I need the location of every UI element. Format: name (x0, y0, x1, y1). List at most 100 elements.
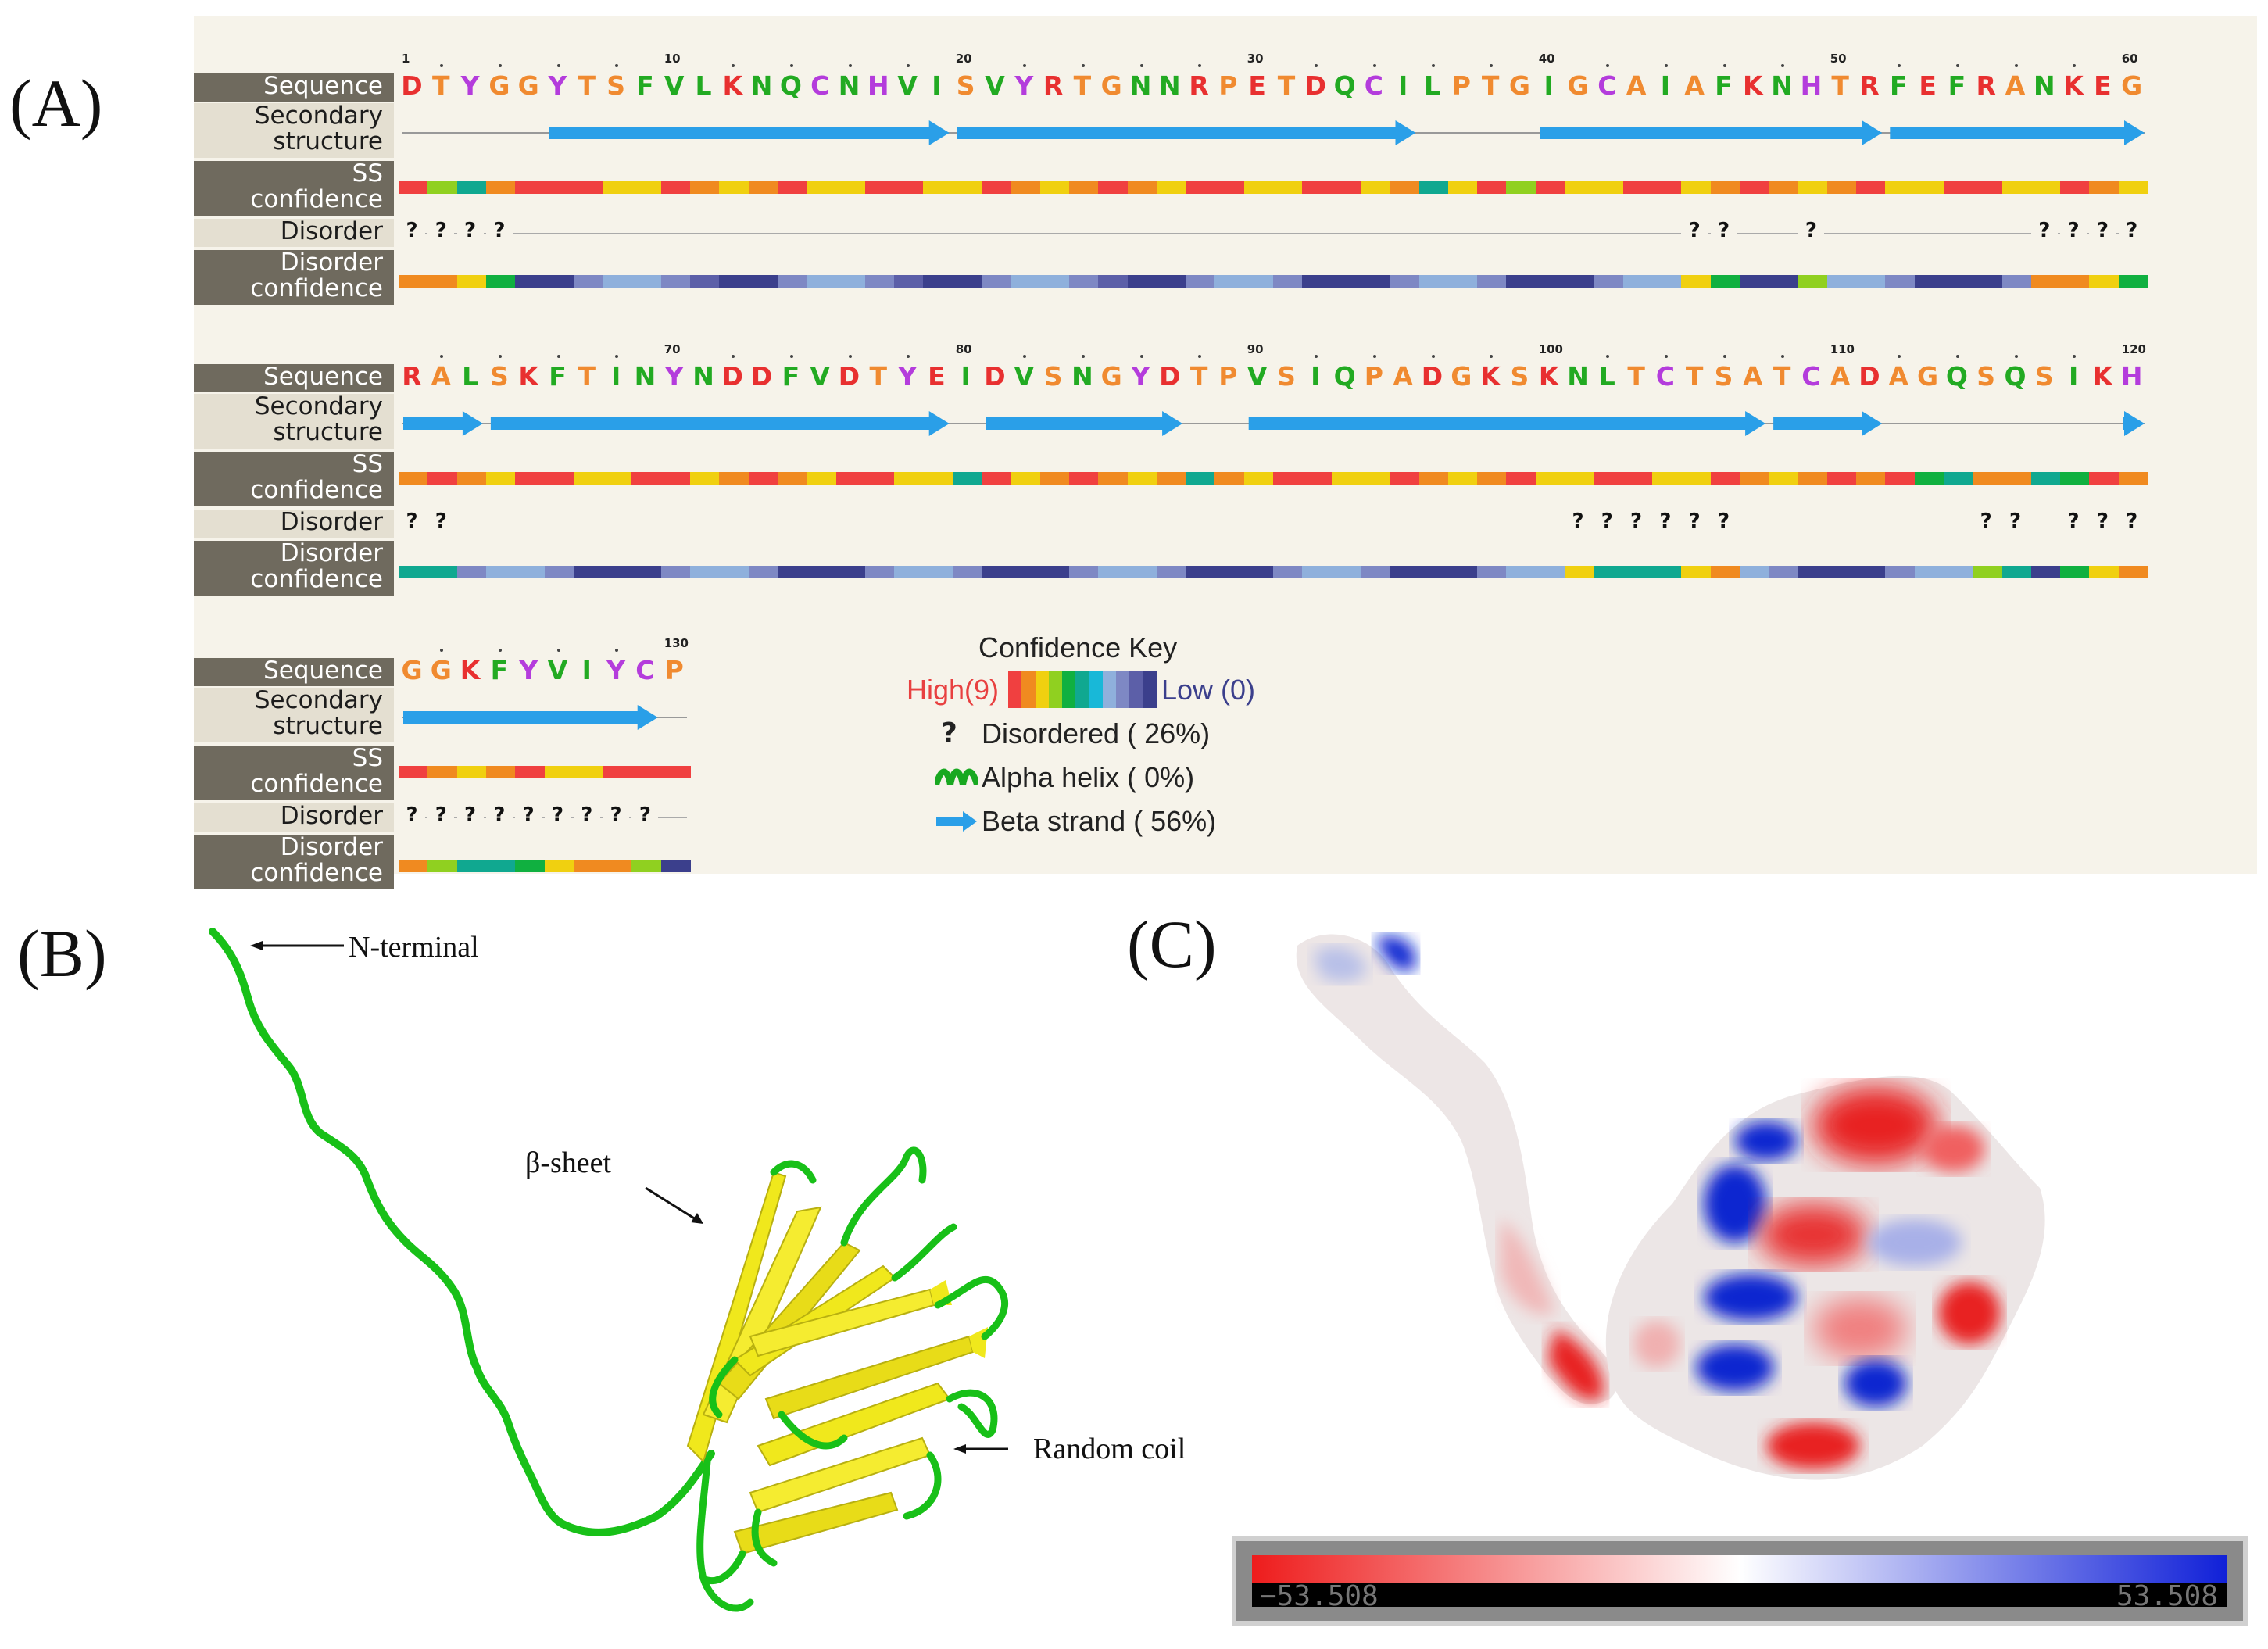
disorder-confidence-cell (1798, 566, 1828, 578)
residue: Y (548, 70, 567, 101)
residue: A (2005, 70, 2026, 101)
disorder-confidence-row-label-line: confidence (250, 859, 383, 887)
ss-confidence-cell (1506, 181, 1536, 194)
residue: F (782, 361, 800, 392)
secondary-structure-row-label-line: Secondary (254, 102, 383, 130)
secondary-structure-row-label: Secondary structure (194, 103, 394, 158)
residue: T (1627, 361, 1645, 392)
ruler-dot (615, 64, 619, 67)
disorder-confidence-cell (1565, 275, 1594, 288)
disorder-mark: ? (485, 219, 513, 242)
ruler-number: 90 (1247, 342, 1264, 356)
ss-confidence-cell (952, 181, 982, 194)
disorder-mark: ? (2060, 219, 2087, 242)
residue: A (1684, 70, 1705, 101)
ruler-number: 20 (955, 52, 972, 66)
disorder-confidence-cell (1798, 275, 1828, 288)
residue: Q (1945, 361, 1968, 392)
residue: T (1773, 361, 1791, 392)
ss-confidence-cell (1098, 472, 1129, 485)
residue: R (1859, 70, 1880, 101)
random-coil-label: Random coil (1033, 1433, 1186, 1465)
disorder-confidence-cell (485, 860, 516, 872)
disorder-confidence-cell (485, 275, 516, 288)
ss-confidence-cell (2001, 181, 2032, 194)
ruler-number: 10 (664, 52, 681, 66)
ruler-dot (556, 64, 560, 67)
disorder-confidence-cell (1739, 275, 1769, 288)
ss-confidence-cell (1390, 472, 1420, 485)
residue: C (1364, 70, 1383, 101)
disorder-confidence-cell (1681, 566, 1712, 578)
ss-confidence-cell (894, 181, 924, 194)
disorder-confidence-cell (399, 566, 428, 578)
ss-confidence-cell (2060, 472, 2090, 485)
disorder-confidence-cell (427, 566, 458, 578)
ss-confidence-cell (1798, 472, 1828, 485)
disorder-confidence-row-label-line: Disorder (280, 249, 383, 277)
residue: N (750, 70, 773, 101)
ruler-dot (848, 64, 852, 67)
disorder-mark: ? (1681, 510, 1708, 533)
disorder-confidence-cell (603, 860, 632, 872)
ruler-dot (1722, 64, 1726, 67)
ss-confidence-cell (660, 766, 691, 778)
disorder-mark: ? (515, 803, 542, 827)
disorder-confidence-cell (515, 860, 546, 872)
disorder-row-label: Disorder (194, 510, 394, 538)
residue: Q (779, 70, 802, 101)
ss-confidence-cell (2118, 181, 2148, 194)
ruler-number: 70 (664, 342, 681, 356)
ss-confidence-cell (719, 181, 749, 194)
disorder-confidence-cell (894, 566, 924, 578)
ss-confidence-cell (515, 181, 546, 194)
disorder-confidence-cell (573, 275, 603, 288)
ss-confidence-cell (1390, 181, 1420, 194)
disorder-confidence-cell (1418, 566, 1449, 578)
ss-confidence-cell (2001, 472, 2032, 485)
alpha-helix-icon (935, 768, 978, 786)
disorder-confidence-cell (1214, 275, 1245, 288)
disorder-confidence-cell (923, 275, 953, 288)
ss-confidence-cell (1302, 472, 1333, 485)
disorder-mark: ? (456, 803, 484, 827)
disorder-mark: ? (427, 803, 455, 827)
disorder-mark: ? (573, 803, 600, 827)
ss-confidence-cell (1011, 472, 1041, 485)
ss-confidence-cell (1186, 181, 1215, 194)
residue: K (2092, 361, 2113, 392)
disorder-mark: ? (456, 219, 484, 242)
ss-confidence-cell (631, 472, 662, 485)
residue: S (1976, 361, 1996, 392)
ss-confidence-cell (485, 181, 516, 194)
residue: N (1771, 70, 1793, 101)
disorder-confidence-cell (952, 275, 982, 288)
residue: H (1800, 70, 1823, 101)
confidence-key-swatch (1075, 671, 1090, 708)
residue: I (1311, 361, 1321, 392)
residue: T (869, 361, 888, 392)
disorder-confidence-cell (456, 566, 487, 578)
beta-strand-arrow (549, 120, 950, 145)
residue: E (928, 361, 946, 392)
residue: F (636, 70, 654, 101)
scale-max-label: 53.508 (2116, 1580, 2218, 1612)
residue: A (1393, 361, 1413, 392)
disorder-confidence-cell (427, 860, 458, 872)
disorder-mark: ? (485, 803, 513, 827)
ss-confidence-cell (573, 766, 603, 778)
disorder-confidence-cell (864, 275, 895, 288)
ss-confidence-cell (515, 766, 546, 778)
residue: P (664, 655, 684, 685)
disorder-confidence-cell (1418, 275, 1449, 288)
disorder-confidence-cell (1011, 566, 1041, 578)
ss-confidence-cell (1360, 181, 1390, 194)
ss-confidence-cell (603, 766, 632, 778)
ruler-dot (1372, 355, 1376, 358)
disorder-confidence-row-label-line: Disorder (280, 833, 383, 861)
secondary-structure-row-label-line: Secondary (254, 686, 383, 714)
ss-confidence-cell (748, 181, 778, 194)
disorder-confidence-cell (631, 860, 662, 872)
residue: R (1976, 70, 1996, 101)
residue: G (1567, 70, 1589, 101)
